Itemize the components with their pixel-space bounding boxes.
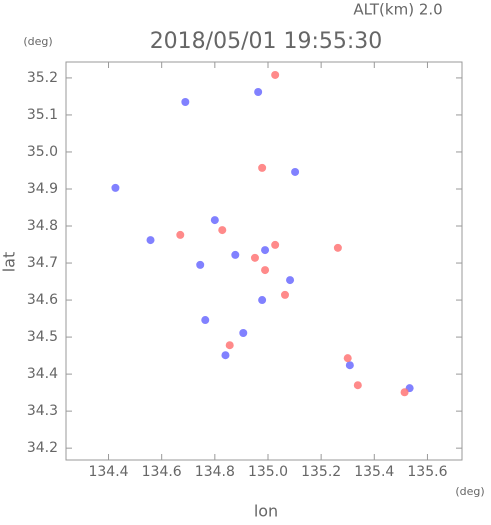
subtitle: ALT(km) 2.0 xyxy=(353,1,442,19)
y-tick-label: 34.9 xyxy=(27,181,58,197)
echo-point xyxy=(218,226,227,235)
y-tick-label: 34.2 xyxy=(27,440,58,456)
echo-point xyxy=(258,296,267,305)
echo-point xyxy=(225,341,234,350)
y-tick-label: 34.3 xyxy=(27,403,58,419)
echo-point xyxy=(111,183,120,192)
echo-point xyxy=(291,167,300,176)
y-unit: (deg) xyxy=(23,35,52,48)
y-tick-label: 35.1 xyxy=(27,107,58,123)
echo-point xyxy=(231,250,240,259)
x-unit: (deg) xyxy=(455,485,484,498)
echo-point xyxy=(400,388,409,397)
y-tick-label: 34.8 xyxy=(27,218,58,234)
echo-point xyxy=(250,253,259,262)
echo-point xyxy=(196,260,205,269)
echo-point xyxy=(261,246,270,255)
y-tick-label: 34.6 xyxy=(27,292,58,308)
echo-point xyxy=(333,243,342,252)
echo-point xyxy=(181,97,190,106)
y-tick-label: 35.0 xyxy=(27,144,58,160)
x-tick-label: 134.8 xyxy=(195,464,235,480)
echo-point xyxy=(201,316,210,325)
echo-point xyxy=(286,276,295,285)
x-tick-label: 135.4 xyxy=(354,464,394,480)
y-axis-label: lat xyxy=(0,252,19,273)
echo-point xyxy=(258,163,267,172)
echo-point xyxy=(210,216,219,225)
chart-title: 2018/05/01 19:55:30 xyxy=(150,29,383,54)
echo-point xyxy=(353,381,362,390)
x-axis-label: lon xyxy=(254,502,278,521)
y-tick-label: 34.4 xyxy=(27,366,58,382)
x-tick-label: 135.0 xyxy=(248,464,288,480)
plot-frame xyxy=(65,61,463,461)
x-tick-label: 135.2 xyxy=(301,464,341,480)
x-tick-label: 135.6 xyxy=(407,464,447,480)
echo-point xyxy=(239,329,248,338)
echo-point xyxy=(271,240,280,249)
echo-point xyxy=(254,87,263,96)
echo-point xyxy=(146,236,155,245)
x-tick-label: 134.4 xyxy=(88,464,128,480)
echo-point xyxy=(176,230,185,239)
echo-point xyxy=(261,266,270,275)
echo-point xyxy=(280,290,289,299)
y-tick-label: 35.2 xyxy=(27,70,58,86)
echo-point xyxy=(345,361,354,370)
y-tick-label: 34.5 xyxy=(27,329,58,345)
echo-point xyxy=(271,70,280,79)
y-tick-label: 34.7 xyxy=(27,255,58,271)
echo-point xyxy=(343,354,352,363)
x-tick-label: 134.6 xyxy=(142,464,182,480)
echo-point xyxy=(221,351,230,360)
